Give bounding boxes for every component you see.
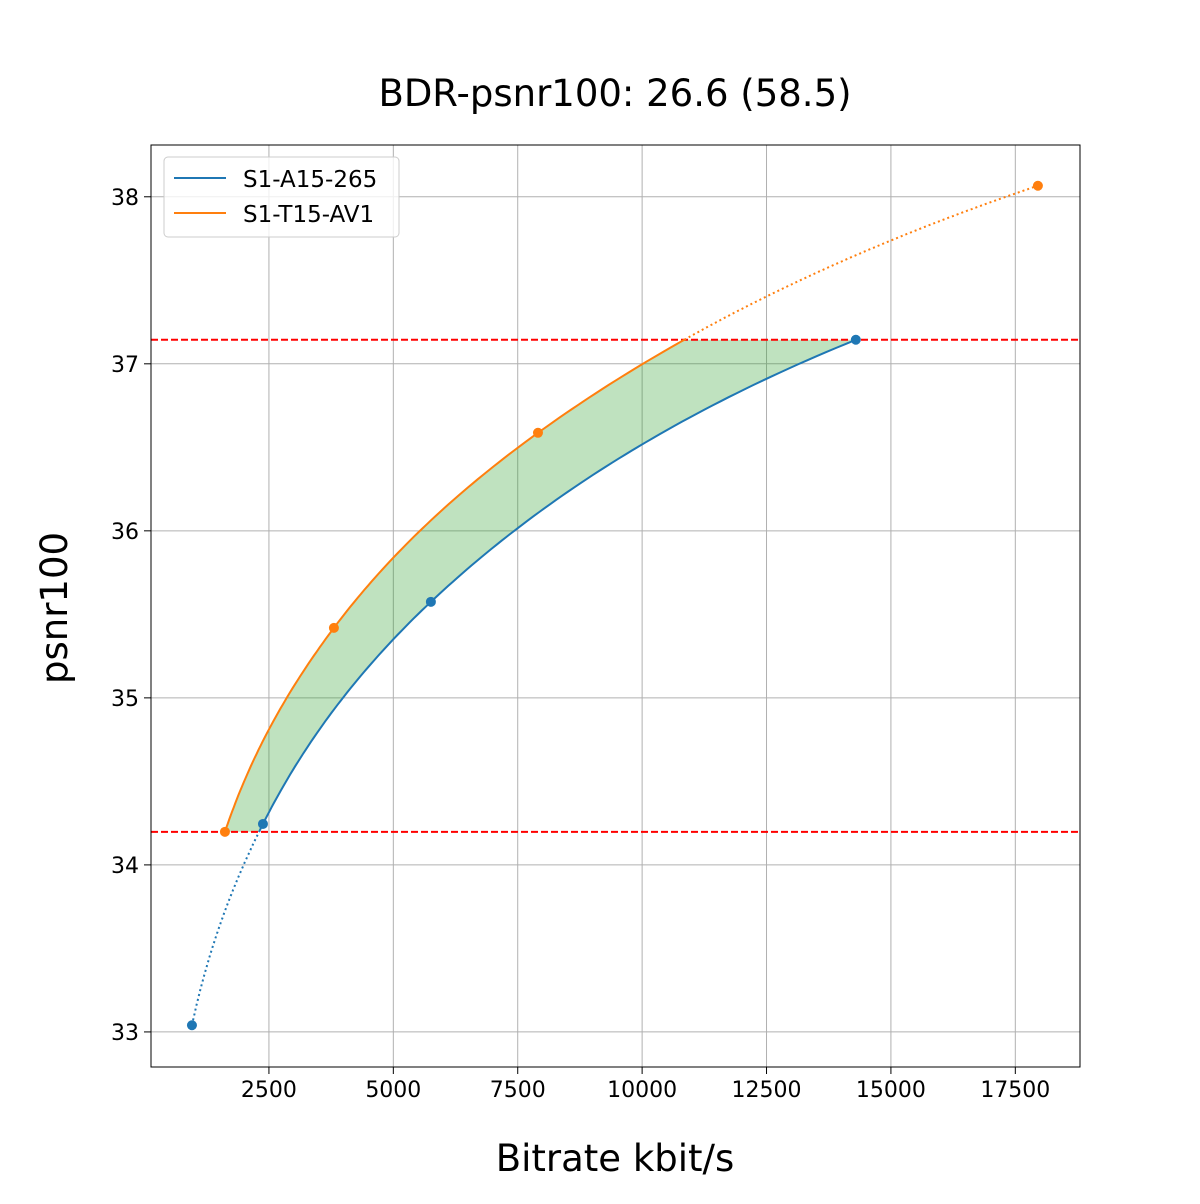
data-point	[328, 622, 339, 633]
y-tick-label: 36	[111, 520, 139, 545]
x-tick-label: 12500	[732, 1078, 802, 1103]
data-point	[219, 826, 230, 837]
area-fill	[224, 339, 856, 832]
data-point	[850, 334, 861, 345]
y-axis-label: psnr100	[33, 532, 76, 684]
chart-title: BDR-psnr100: 26.6 (58.5)	[378, 72, 851, 115]
y-tick-label: 37	[111, 353, 139, 378]
data-point	[186, 1020, 197, 1031]
x-tick-label: 17500	[980, 1078, 1050, 1103]
x-tick-label: 15000	[856, 1078, 926, 1103]
x-tick-label: 10000	[607, 1078, 677, 1103]
x-axis-label: Bitrate kbit/s	[496, 1137, 735, 1180]
grid	[151, 145, 1080, 1067]
legend-label: S1-A15-265	[243, 167, 377, 193]
reference-lines	[151, 338, 1080, 833]
y-tick-label: 38	[111, 186, 139, 211]
y-tick-label: 34	[111, 854, 139, 879]
series-curves	[191, 184, 1039, 1026]
data-points	[186, 180, 1043, 1031]
data-point	[532, 427, 543, 438]
y-tick-label: 35	[111, 687, 139, 712]
y-ticks: 33 34 35 36 37 38	[111, 186, 151, 1046]
x-tick-label: 2500	[241, 1078, 297, 1103]
series-line-extrapolated	[191, 831, 260, 1026]
legend-label: S1-T15-AV1	[243, 202, 374, 228]
x-ticks: 2500 5000 7500 10000 12500 15000 17500	[241, 1067, 1050, 1103]
series-line-solid	[223, 338, 685, 833]
legend: S1-A15-265 S1-T15-AV1	[163, 156, 400, 238]
data-point	[257, 818, 268, 829]
data-point	[425, 596, 436, 607]
series-line-solid	[258, 338, 857, 833]
bd-area-fill	[224, 339, 856, 832]
data-point	[1032, 180, 1043, 191]
y-tick-label: 33	[111, 1021, 139, 1046]
x-tick-label: 5000	[365, 1078, 421, 1103]
plot-frame	[150, 144, 1081, 1068]
x-tick-label: 7500	[490, 1078, 546, 1103]
